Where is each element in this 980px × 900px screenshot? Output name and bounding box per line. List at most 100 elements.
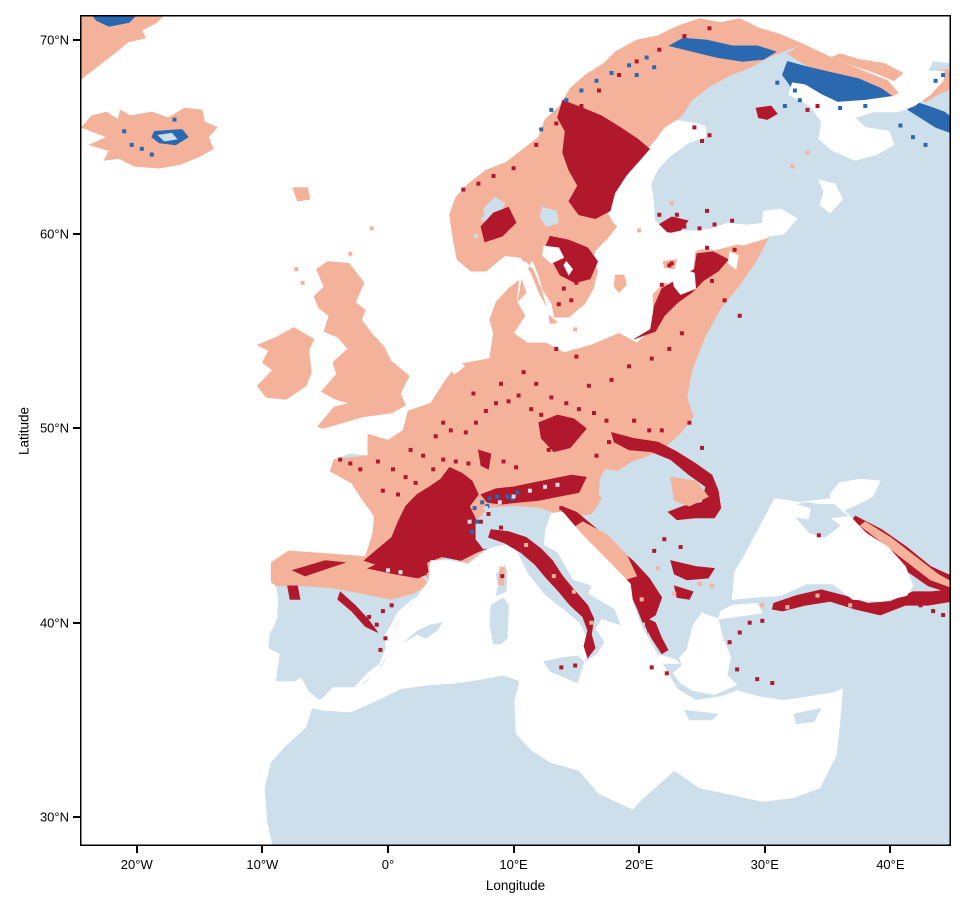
loss-dot: [667, 263, 672, 268]
loss-dot: [674, 212, 679, 217]
loss-dot: [627, 364, 632, 369]
islands-absent: [683, 709, 719, 721]
loss-dot: [380, 609, 385, 614]
loss-north-iberia-ranges: [287, 585, 301, 600]
loss-dot: [682, 34, 687, 39]
gain-dot: [627, 63, 632, 68]
x-tick-label: 10°W: [246, 857, 279, 872]
loss-dot: [805, 107, 810, 112]
loss-dot: [461, 187, 466, 192]
gain-dot: [539, 127, 544, 132]
loss-dot: [389, 603, 394, 608]
stable-dot: [790, 164, 795, 169]
gain-dot: [782, 104, 787, 108]
loss-north-iberia-ranges: [291, 560, 346, 577]
gain-dot: [505, 494, 510, 499]
loss-dot: [574, 280, 579, 285]
lakes: [542, 245, 565, 264]
x-tick: [763, 846, 766, 853]
loss-dot: [634, 59, 639, 64]
gain-dot: [487, 496, 492, 501]
loss-dot: [760, 618, 765, 623]
lakes: [761, 208, 798, 237]
loss-dot: [506, 399, 511, 404]
loss-dot: [737, 313, 742, 318]
loss-sweden: [557, 99, 653, 220]
loss-dot: [705, 245, 709, 250]
loss-dot: [546, 447, 551, 452]
loss-dot: [559, 506, 564, 511]
stable-dot: [573, 327, 578, 332]
loss-dot: [554, 121, 559, 126]
y-tick: [73, 621, 80, 624]
gain-dot: [149, 152, 154, 157]
loss-dot: [712, 222, 717, 227]
absent-dot: [494, 207, 498, 211]
y-tick-label: 40°N: [39, 615, 69, 631]
gain-dot: [172, 117, 177, 122]
europe-map-canvas: [80, 15, 951, 846]
islands-absent: [793, 707, 822, 725]
loss-dot: [649, 356, 654, 361]
y-tick-label: 30°N: [39, 809, 69, 825]
loss-dot: [476, 181, 481, 186]
loss-dot: [534, 142, 539, 147]
stable-dot: [669, 201, 674, 206]
loss-dot: [815, 104, 820, 108]
loss-dot: [667, 226, 672, 231]
loss-dot: [617, 73, 622, 77]
loss-dot: [391, 467, 395, 472]
islands-stable: [613, 274, 627, 293]
loss-dot: [534, 381, 539, 386]
loss-dot: [478, 519, 483, 524]
loss-dot: [647, 628, 652, 633]
loss-dot: [918, 603, 923, 608]
loss-dot: [682, 224, 687, 229]
gain-dot: [792, 88, 797, 93]
loss-dot: [514, 465, 519, 470]
loss-dot: [559, 665, 564, 670]
absent-dot: [398, 570, 403, 575]
absent-dot: [527, 488, 532, 493]
loss-dot: [463, 430, 468, 435]
absent-dot: [497, 500, 502, 505]
loss-dot: [609, 377, 614, 382]
loss-dot: [732, 247, 737, 252]
stable-dot: [697, 581, 702, 586]
x-axis-title: Longitude: [485, 878, 546, 893]
loss-dot: [383, 636, 388, 641]
loss-dot: [730, 218, 735, 223]
loss-dot: [529, 407, 534, 412]
absent-dot: [386, 568, 390, 573]
x-tick-label: 20°E: [624, 857, 654, 872]
loss-dot: [441, 457, 446, 462]
absent-dot: [511, 494, 516, 499]
loss-dot: [358, 467, 363, 472]
x-tick-label: 30°E: [750, 857, 779, 872]
islands-stable: [292, 187, 311, 202]
stable-cores: [859, 521, 951, 588]
loss-dot: [705, 208, 709, 213]
loss-dot: [715, 263, 719, 268]
gain-dot: [898, 123, 903, 128]
loss-dot: [348, 461, 353, 466]
x-tick-label: 20°W: [120, 857, 153, 872]
loss-dot: [747, 620, 752, 625]
stable-dot: [294, 267, 299, 272]
gain-dot: [470, 529, 475, 534]
loss-dot: [632, 418, 637, 423]
absent-pannonia: [598, 468, 653, 509]
loss-dot: [501, 459, 506, 464]
x-tick: [889, 846, 892, 853]
stable-dot: [710, 583, 714, 588]
loss-dot: [564, 401, 569, 406]
loss-dot: [700, 445, 704, 450]
x-tick-label: 10°E: [499, 857, 528, 872]
loss-north-iberia-ranges: [366, 562, 428, 579]
x-tick: [386, 846, 389, 853]
loss-dot: [649, 665, 654, 670]
gain-dot: [609, 71, 614, 75]
loss-dot: [931, 609, 936, 614]
loss-dot: [652, 548, 657, 553]
loss-dot: [687, 420, 692, 425]
